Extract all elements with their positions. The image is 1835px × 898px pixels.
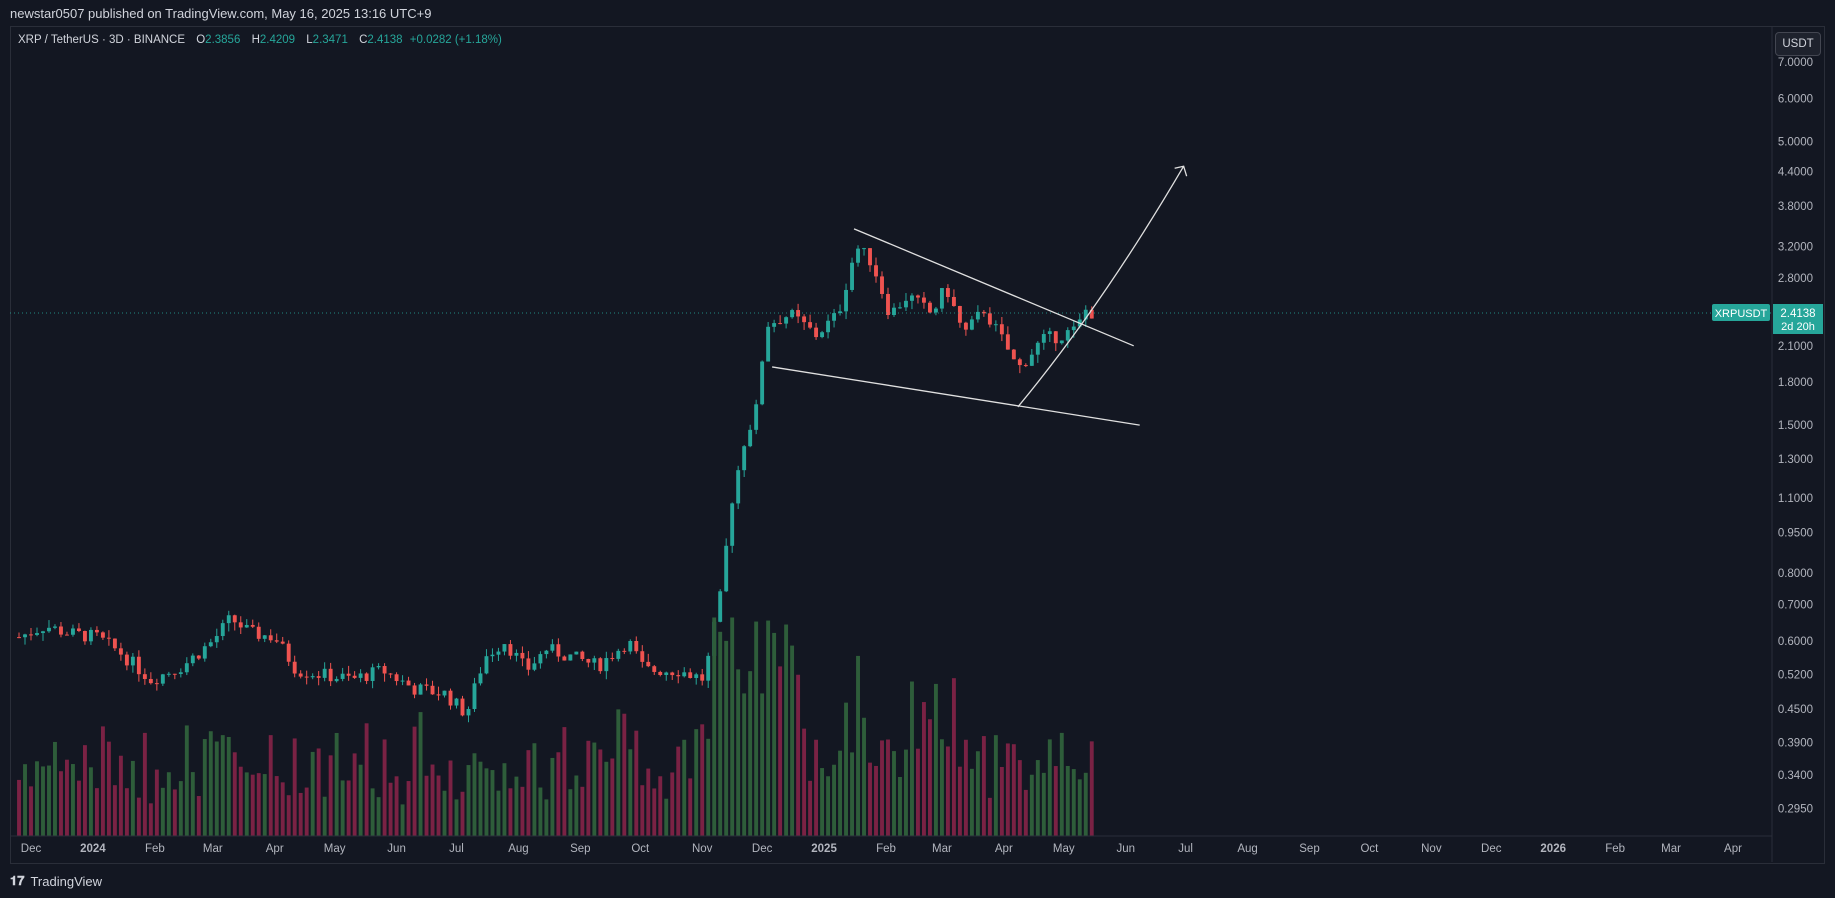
change-value: +0.0282 (+1.18%) bbox=[409, 34, 502, 46]
open-label: O bbox=[196, 34, 206, 46]
publish-info: newstar0507 published on TradingView.com… bbox=[10, 6, 432, 21]
high-label: H bbox=[251, 34, 260, 46]
tradingview-logo-icon: 𝟏𝟕 bbox=[10, 874, 25, 889]
chart-panel[interactable] bbox=[10, 26, 1825, 864]
symbol-legend: XRP / TetherUS · 3D · BINANCE O2.3856 H2… bbox=[18, 34, 502, 46]
symbol-title[interactable]: XRP / TetherUS · 3D · BINANCE bbox=[18, 34, 186, 46]
brand-name: TradingView bbox=[30, 874, 103, 889]
open-value: 2.3856 bbox=[205, 34, 241, 46]
footer: 𝟏𝟕 TradingView bbox=[0, 864, 1835, 898]
low-value: 2.3471 bbox=[312, 34, 348, 46]
close-value: 2.4138 bbox=[367, 34, 403, 46]
high-value: 2.4209 bbox=[259, 34, 296, 46]
tradingview-logo[interactable]: 𝟏𝟕 TradingView bbox=[10, 874, 102, 889]
currency-button[interactable]: USDT bbox=[1775, 32, 1821, 56]
publish-header: newstar0507 published on TradingView.com… bbox=[0, 0, 1835, 26]
close-label: C bbox=[359, 34, 368, 46]
low-label: L bbox=[306, 34, 313, 46]
